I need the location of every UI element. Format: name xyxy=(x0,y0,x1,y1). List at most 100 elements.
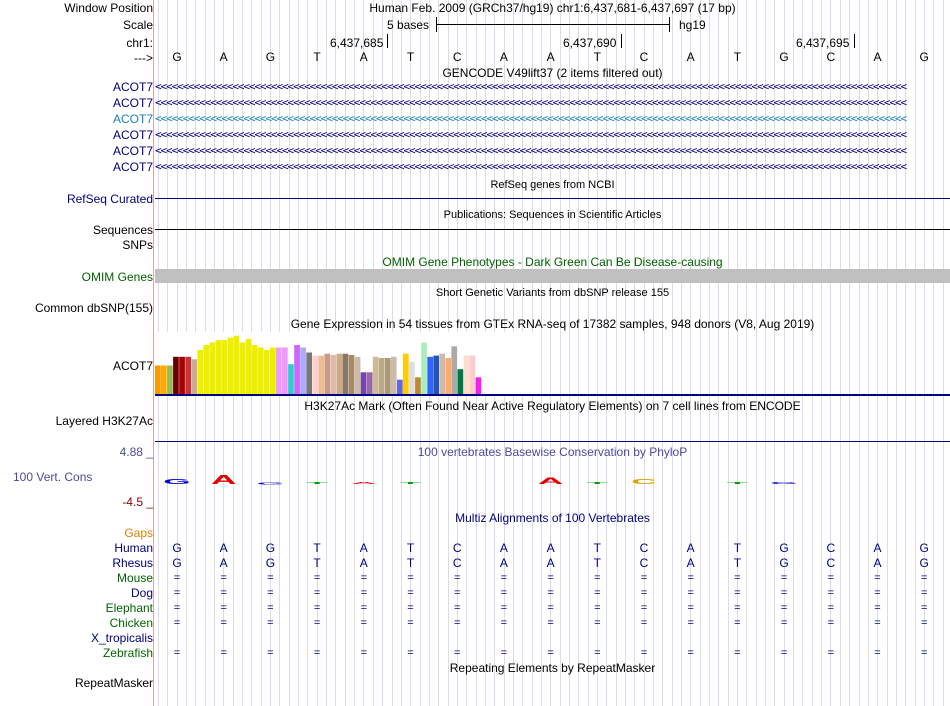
gtex-tissue-bar[interactable] xyxy=(403,353,409,394)
gencode-item-label[interactable]: ACOT7 xyxy=(112,128,153,142)
gtex-tissue-bar[interactable] xyxy=(215,340,222,394)
gtex-tissue-bar[interactable] xyxy=(366,372,373,394)
species-label[interactable]: Dog xyxy=(130,586,153,600)
snps-label[interactable]: SNPs xyxy=(122,238,153,252)
gtex-tissue-bar[interactable] xyxy=(276,347,282,395)
gtex-tissue-bar[interactable] xyxy=(372,356,379,394)
gencode-item-label[interactable]: ACOT7 xyxy=(112,80,153,94)
gtex-tissue-bar[interactable] xyxy=(427,356,433,394)
alignment-base: = xyxy=(500,647,508,659)
gtex-tissue-bar[interactable] xyxy=(300,347,306,395)
track-data-area[interactable]: Human Feb. 2009 (GRCh37/hg19) chr1:6,437… xyxy=(155,0,950,706)
gtex-tissue-bar[interactable] xyxy=(445,358,452,394)
base-letter: A xyxy=(499,50,508,64)
gtex-tissue-bar[interactable] xyxy=(469,355,476,394)
gtex-tissue-bar[interactable] xyxy=(354,356,361,394)
gtex-tissue-bar[interactable] xyxy=(463,355,470,394)
gtex-label[interactable]: ACOT7 xyxy=(112,359,153,373)
species-label[interactable]: Mouse xyxy=(116,571,153,585)
gencode-item-label[interactable]: ACOT7 xyxy=(112,160,153,174)
gencode-transcript[interactable]: <<<<<<<<<<<<<<<<<<<<<<<<<<<<<<<<<<<<<<<<… xyxy=(155,80,907,93)
gtex-tissue-bar[interactable] xyxy=(239,342,246,395)
gtex-tissue-bar[interactable] xyxy=(457,369,464,394)
gtex-tissue-bar[interactable] xyxy=(257,347,264,395)
gtex-tissue-bar[interactable] xyxy=(342,353,349,394)
gtex-tissue-bar[interactable] xyxy=(294,345,300,394)
gtex-tissue-bar[interactable] xyxy=(191,359,197,394)
gtex-tissue-bar[interactable] xyxy=(415,377,421,394)
refseq-label[interactable]: RefSeq Curated xyxy=(66,192,153,206)
gtex-tissue-bar[interactable] xyxy=(263,350,270,394)
gtex-tissue-bar[interactable] xyxy=(185,356,191,394)
publications-title: Publications: Sequences in Scientific Ar… xyxy=(443,209,662,221)
gtex-tissue-bar[interactable] xyxy=(179,356,185,394)
gencode-transcript[interactable]: <<<<<<<<<<<<<<<<<<<<<<<<<<<<<<<<<<<<<<<<… xyxy=(155,144,907,157)
gtex-tissue-bar[interactable] xyxy=(155,365,161,395)
gtex-tissue-bar[interactable] xyxy=(173,356,179,394)
gtex-tissue-bar[interactable] xyxy=(306,352,312,395)
gtex-tissue-bar[interactable] xyxy=(233,335,240,394)
gtex-tissue-bar[interactable] xyxy=(336,353,343,394)
omim-feature-bar[interactable] xyxy=(155,269,950,283)
species-label[interactable]: Human xyxy=(114,541,153,555)
omim-label[interactable]: OMIM Genes xyxy=(81,270,153,284)
alignment-base: T xyxy=(593,541,601,555)
gtex-tissue-bar[interactable] xyxy=(433,355,439,394)
assembly-label: hg19 xyxy=(679,18,706,32)
gtex-tissue-bar[interactable] xyxy=(451,346,458,394)
gtex-tissue-bar[interactable] xyxy=(167,365,173,395)
gencode-transcript[interactable]: <<<<<<<<<<<<<<<<<<<<<<<<<<<<<<<<<<<<<<<<… xyxy=(155,96,907,109)
species-label[interactable]: Elephant xyxy=(105,601,153,615)
species-label[interactable]: Rhesus xyxy=(112,556,153,570)
gtex-tissue-bar[interactable] xyxy=(251,345,258,394)
grid-line xyxy=(784,0,785,706)
gencode-item-label[interactable]: ACOT7 xyxy=(112,144,153,158)
gencode-item-label[interactable]: ACOT7 xyxy=(112,112,153,126)
gtex-tissue-bar[interactable] xyxy=(397,379,403,394)
publications-label[interactable]: Sequences xyxy=(92,223,153,237)
species-label[interactable]: X_tropicalis xyxy=(90,631,153,645)
gtex-tissue-bar[interactable] xyxy=(270,347,276,395)
alignment-base: = xyxy=(313,572,321,584)
gtex-tissue-bar[interactable] xyxy=(227,337,234,394)
gtex-tissue-bar[interactable] xyxy=(384,358,391,394)
gtex-tissue-bar[interactable] xyxy=(282,347,288,395)
publications-line[interactable] xyxy=(155,229,950,230)
species-label[interactable]: Zebrafish xyxy=(102,646,153,660)
gtex-tissue-bar[interactable] xyxy=(324,353,331,394)
repeatmasker-label[interactable]: RepeatMasker xyxy=(74,676,153,690)
gtex-tissue-bar[interactable] xyxy=(360,372,367,394)
alignment-base: = xyxy=(220,587,227,599)
dbsnp-label[interactable]: Common dbSNP(155) xyxy=(34,301,153,315)
gtex-tissue-bar[interactable] xyxy=(221,340,228,394)
gtex-tissue-bar[interactable] xyxy=(439,353,445,394)
gtex-tissue-bar[interactable] xyxy=(318,355,324,394)
cons-label[interactable]: 100 Vert. Cons xyxy=(13,470,93,484)
gtex-tissue-bar[interactable] xyxy=(161,365,167,395)
h3k27ac-label[interactable]: Layered H3K27Ac xyxy=(55,414,153,428)
gtex-tissue-bar[interactable] xyxy=(288,364,294,394)
gtex-tissue-bar[interactable] xyxy=(209,342,216,395)
gtex-tissue-bar[interactable] xyxy=(203,345,210,394)
alignment-base: = xyxy=(173,587,181,599)
gtex-tissue-bar[interactable] xyxy=(348,354,355,394)
gtex-tissue-bar[interactable] xyxy=(421,342,427,395)
gaps-label[interactable]: Gaps xyxy=(124,526,153,540)
gencode-transcript[interactable]: <<<<<<<<<<<<<<<<<<<<<<<<<<<<<<<<<<<<<<<<… xyxy=(155,160,907,173)
gtex-tissue-bar[interactable] xyxy=(197,350,204,394)
refseq-line[interactable] xyxy=(155,198,950,199)
gtex-tissue-bar[interactable] xyxy=(475,377,482,394)
gencode-item-label[interactable]: ACOT7 xyxy=(112,96,153,110)
species-label[interactable]: Chicken xyxy=(109,616,153,630)
gencode-transcript[interactable]: <<<<<<<<<<<<<<<<<<<<<<<<<<<<<<<<<<<<<<<<… xyxy=(155,112,907,125)
gtex-tissue-bar[interactable] xyxy=(390,356,397,394)
gtex-tissue-bar[interactable] xyxy=(330,354,337,394)
gtex-tissue-bar[interactable] xyxy=(409,361,415,394)
gtex-tissue-bar[interactable] xyxy=(245,338,252,394)
gtex-bar-chart[interactable] xyxy=(155,325,535,395)
gtex-tissue-bar[interactable] xyxy=(312,355,318,394)
gencode-transcript[interactable]: <<<<<<<<<<<<<<<<<<<<<<<<<<<<<<<<<<<<<<<<… xyxy=(155,128,907,141)
gtex-tissue-bar[interactable] xyxy=(378,358,385,394)
